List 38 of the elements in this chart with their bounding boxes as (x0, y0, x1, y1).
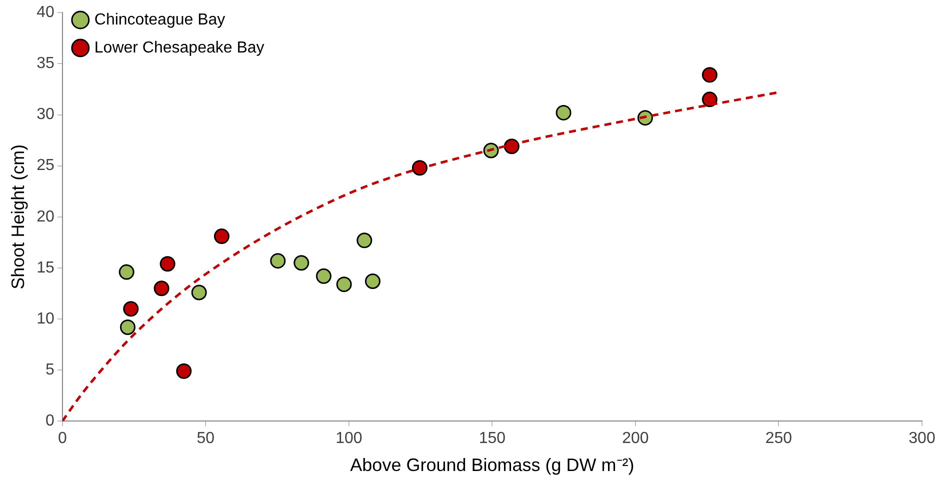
point (702, 67, 718, 83)
x-tick-label: 300 (908, 430, 936, 448)
point (154, 280, 170, 296)
point (123, 301, 139, 317)
y-tick-label: 15 (36, 259, 54, 276)
point (356, 232, 372, 248)
y-tick-label: 35 (36, 55, 54, 72)
x-tick-label: 50 (196, 430, 215, 448)
y-axis-title: Shoot Height (cm) (8, 144, 28, 290)
x-axis-title: Above Ground Biomass (g DW m⁻²) (350, 455, 634, 476)
x-tick-label: 100 (336, 430, 362, 448)
y-tick-label: 25 (36, 157, 54, 174)
point (118, 264, 134, 280)
x-tick-label: 250 (765, 430, 792, 448)
point (364, 274, 380, 290)
point (176, 363, 192, 379)
point (412, 160, 428, 176)
point (191, 284, 207, 300)
point (336, 276, 352, 292)
x-tick-label: 150 (478, 430, 506, 448)
y-tick-label: 40 (36, 4, 54, 22)
legend-label: Chincoteague Bay (94, 11, 226, 28)
point (270, 253, 286, 269)
y-tick-label: 0 (45, 412, 54, 430)
point (214, 228, 230, 244)
point (316, 268, 332, 284)
x-tick-label: 0 (58, 430, 67, 448)
point (160, 256, 176, 272)
point (556, 104, 572, 120)
point (120, 319, 136, 335)
point (702, 92, 718, 108)
y-tick-label: 5 (45, 362, 54, 379)
y-tick-label: 10 (36, 310, 54, 328)
y-tick-label: 30 (36, 106, 54, 124)
point (294, 255, 310, 271)
y-tick-label: 20 (36, 208, 54, 226)
x-tick-label: 200 (622, 430, 649, 448)
legend-label: Lower Chesapeake Bay (94, 39, 264, 56)
